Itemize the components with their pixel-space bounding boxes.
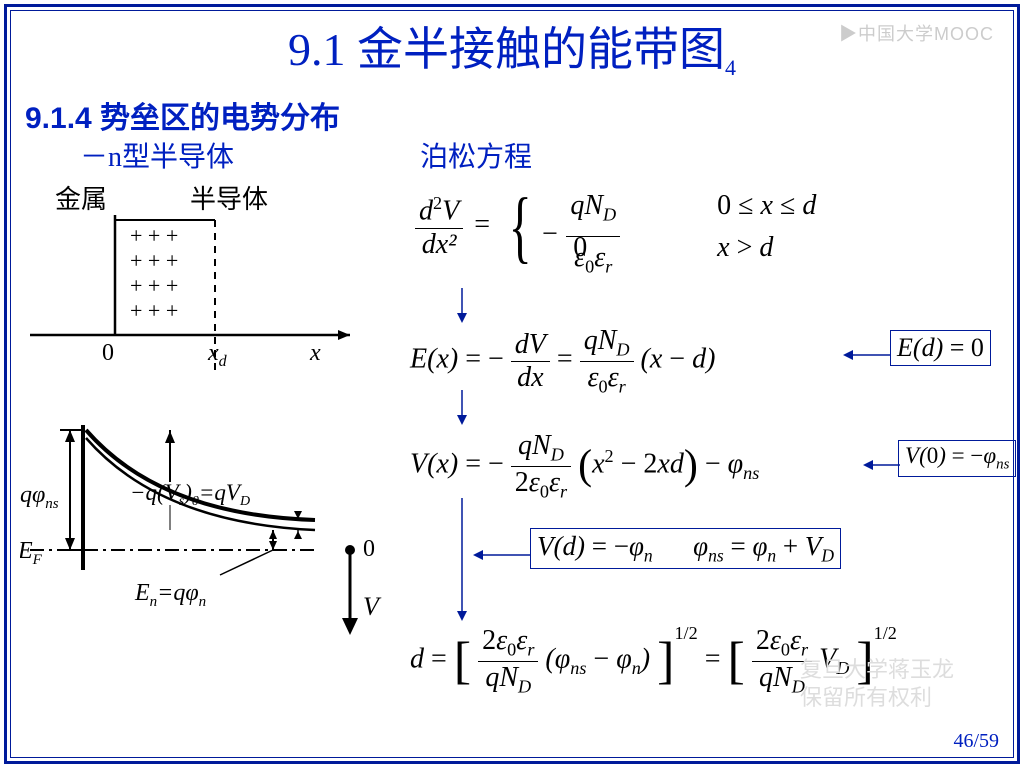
svg-text:V: V [363, 592, 382, 621]
box-vd: V(d) = −φn φns = φn + VD [530, 528, 841, 569]
arrow-down-icon [452, 288, 472, 328]
eq-poisson: d2V dx² = { − qNDε0εr 0 0 ≤ x ≤ d x > d [415, 185, 816, 269]
arrow-down-icon [452, 390, 472, 430]
diagram-depletion: 金属 半导体 0 xd x + + + + + + + + + + + + [20, 180, 390, 380]
label-semi: 半导体 [190, 185, 268, 214]
watermark-copyright: 复旦大学蒋玉龙 保留所有权利 [800, 656, 954, 713]
diagram-band: qφns EF −q(Vs)0=qVD En=qφn 0 V [20, 400, 390, 670]
eq-efield: E(x) = − dVdx = qNDε0εr (x − d) [410, 325, 715, 397]
svg-text:EF: EF [20, 538, 43, 568]
box-v0: V(0) = −φns [898, 440, 1016, 477]
label-poisson: 泊松方程 [420, 135, 532, 175]
arrow-left-icon [840, 345, 890, 365]
arrow-left-icon [470, 545, 530, 565]
axis-x: x [309, 340, 321, 366]
box-ed: E(d) = 0 [890, 330, 991, 366]
svg-text:qφns: qφns [20, 482, 59, 512]
arrow-down-icon [452, 498, 472, 626]
label-metal: 金属 [55, 185, 107, 214]
label-ntype: －n型半导体 [80, 135, 234, 175]
svg-text:En=qφn: En=qφn [134, 580, 206, 610]
svg-text:−q(Vs)0=qVD: −q(Vs)0=qVD [130, 480, 250, 509]
svg-text:+ + +: + + + [130, 298, 178, 323]
axis-zero: 0 [102, 340, 114, 366]
eq-potential: V(x) = − qND2ε0εr (x2 − 2xd) − φns [410, 430, 759, 502]
svg-text:0: 0 [363, 536, 375, 562]
svg-text:+ + +: + + + [130, 248, 178, 273]
arrow-left-icon [860, 455, 900, 475]
svg-text:xd: xd [207, 340, 228, 370]
svg-text:+ + +: + + + [130, 223, 178, 248]
svg-text:+ + +: + + + [130, 273, 178, 298]
section-title: 9.1.4 势垒区的电势分布 [25, 93, 340, 137]
slide-title: 9.1 金半接触的能带图4 [0, 13, 1024, 81]
page-number: 46/59 [953, 730, 999, 753]
